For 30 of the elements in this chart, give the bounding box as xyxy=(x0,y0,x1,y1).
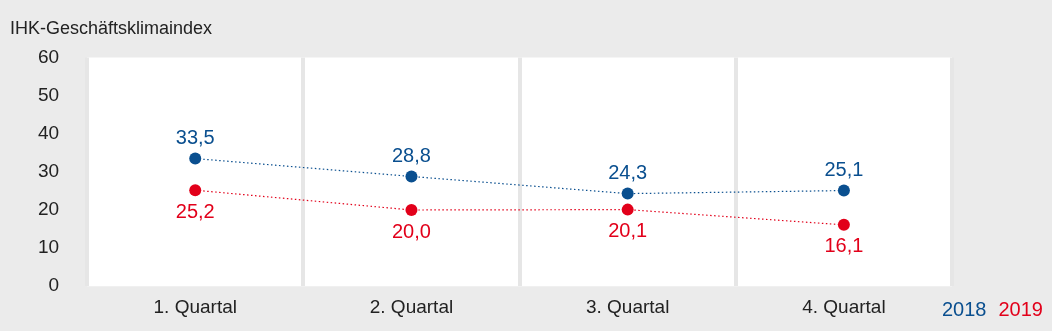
y-tick-label: 40 xyxy=(37,122,60,144)
text: 2018 xyxy=(942,297,987,320)
x-tick-label: 1. Quartal xyxy=(153,295,237,317)
point xyxy=(837,218,850,231)
point xyxy=(405,170,418,183)
y-tick-label: 60 xyxy=(37,45,60,67)
y-tick-label: 10 xyxy=(37,236,60,258)
data-label: 16,1 xyxy=(824,234,864,257)
point xyxy=(621,187,634,200)
y-tick-label: 20 xyxy=(37,198,60,220)
text: 2019 xyxy=(998,297,1043,320)
y-axis-title: IHK-Geschäftsklimaindex xyxy=(10,17,213,38)
data-label: 25,2 xyxy=(175,199,215,222)
y-tick-label: 30 xyxy=(37,160,60,182)
x-tick-label: 2. Quartal xyxy=(369,295,454,317)
data-label: 20,0 xyxy=(391,219,431,242)
x-tick-label: 4. Quartal xyxy=(802,295,886,317)
point xyxy=(837,184,850,197)
data-label: 28,8 xyxy=(391,143,431,166)
data-label: 20,1 xyxy=(608,219,648,242)
data-label: 24,3 xyxy=(608,161,648,184)
point xyxy=(189,184,202,197)
y-tick-label: 0 xyxy=(48,274,60,296)
point xyxy=(405,204,418,216)
data-label: 33,5 xyxy=(175,126,215,149)
point xyxy=(189,152,202,165)
y-tick-label: 50 xyxy=(37,83,60,105)
point xyxy=(621,203,634,216)
x-tick-label: 3. Quartal xyxy=(585,295,670,317)
data-label: 25,1 xyxy=(824,158,864,181)
